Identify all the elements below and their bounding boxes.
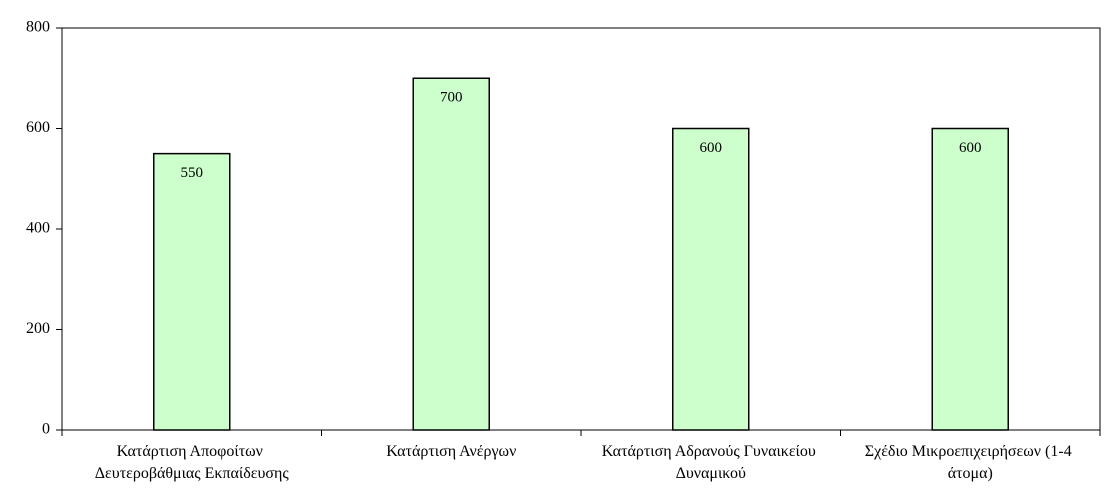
value-label: 600 [700,140,723,156]
x-tick-label: Κατάρτιση Ανέργων [386,443,516,460]
y-tick-label: 400 [26,220,50,237]
y-tick-label: 600 [26,119,50,136]
x-tick-label: Κατάρτιση Αποφοίτων Δευτεροβάθμιας Εκπαί… [95,443,290,482]
x-tick-label: Κατάρτιση Αδρανούς Γυναικείου Δυναμικού [602,443,820,482]
y-tick-label: 800 [26,19,50,36]
value-label: 600 [959,140,982,156]
x-tick-label: Σχέδιο Μικροεπιχειρήσεων (1-4 άτομα) [865,443,1076,482]
bar [153,152,231,431]
bar [931,127,1009,431]
y-tick-label: 0 [42,421,50,438]
value-label: 700 [440,90,463,106]
y-tick-label: 200 [26,320,50,337]
bar [412,77,490,431]
bar [672,127,750,431]
value-label: 550 [181,165,204,181]
